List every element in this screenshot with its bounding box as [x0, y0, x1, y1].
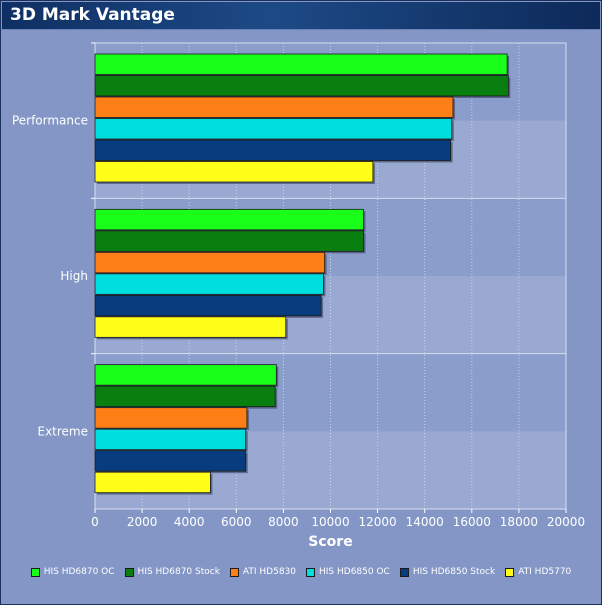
- bar-chart: Performance High Extreme 0 2000 4000 6000 8000 1…: [12, 42, 585, 550]
- x-tick-label: 2000: [127, 515, 158, 529]
- x-tick-label: 18000: [500, 515, 538, 529]
- title-bar: 3D Mark Vantage: [2, 2, 600, 30]
- legend-label: HIS HD6870 OC: [43, 567, 115, 577]
- x-tick-label: 4000: [174, 515, 205, 529]
- legend-label: HIS HD6850 OC: [319, 567, 390, 577]
- legend-label: HIS HD6850 Stock: [412, 567, 496, 577]
- category-label: High: [60, 269, 88, 283]
- legend-item: HIS HD6870 OC: [30, 563, 115, 581]
- chart-title: 3D Mark Vantage: [10, 5, 175, 25]
- bar: [94, 316, 287, 338]
- x-tick-label: 20000: [547, 515, 585, 529]
- legend-item: HIS HD6850 Stock: [399, 563, 496, 581]
- legend-swatch: [306, 567, 315, 577]
- legend-item: HIS HD6850 OC: [306, 563, 390, 581]
- bar: [94, 75, 509, 97]
- bar: [94, 53, 508, 75]
- bar: [94, 294, 322, 317]
- legend-label: HIS HD6870 Stock: [137, 567, 220, 577]
- bar: [94, 273, 324, 295]
- bar: [94, 407, 248, 429]
- legend-item: ATI HD5770: [505, 563, 571, 581]
- bar: [94, 118, 453, 140]
- legend-label: ATI HD5830: [242, 567, 296, 577]
- x-tick-label: 6000: [221, 515, 252, 529]
- bar: [94, 450, 247, 472]
- bar: [94, 161, 374, 183]
- category-label: Extreme: [37, 424, 88, 438]
- bar: [94, 139, 452, 161]
- legend-swatch: [399, 567, 409, 577]
- x-axis-title: Score: [308, 534, 352, 550]
- bar: [94, 471, 211, 494]
- bar: [94, 428, 247, 451]
- bar: [94, 96, 454, 118]
- x-tick-label: 0: [91, 515, 99, 529]
- x-tick-label: 8000: [268, 515, 299, 529]
- x-tick-label: 14000: [406, 515, 444, 529]
- bar: [94, 251, 326, 274]
- legend-item: HIS HD6870 Stock: [124, 563, 220, 581]
- bar: [94, 230, 364, 252]
- x-tick-label: 16000: [453, 515, 491, 529]
- legend-swatch: [229, 567, 239, 577]
- legend-swatch: [505, 567, 515, 577]
- legend-item: ATI HD5830: [229, 563, 296, 581]
- bar: [94, 364, 277, 386]
- legend-swatch: [30, 567, 40, 577]
- legend: HIS HD6870 OC HIS HD6870 Stock ATI HD5830 H…: [1, 563, 601, 581]
- x-tick-label: 10000: [311, 515, 349, 529]
- bar: [94, 208, 364, 231]
- legend-swatch: [124, 567, 134, 577]
- legend-label: ATI HD5770: [518, 567, 572, 577]
- category-label: Performance: [12, 114, 88, 128]
- x-tick-label: 12000: [359, 515, 397, 529]
- bar: [94, 385, 276, 408]
